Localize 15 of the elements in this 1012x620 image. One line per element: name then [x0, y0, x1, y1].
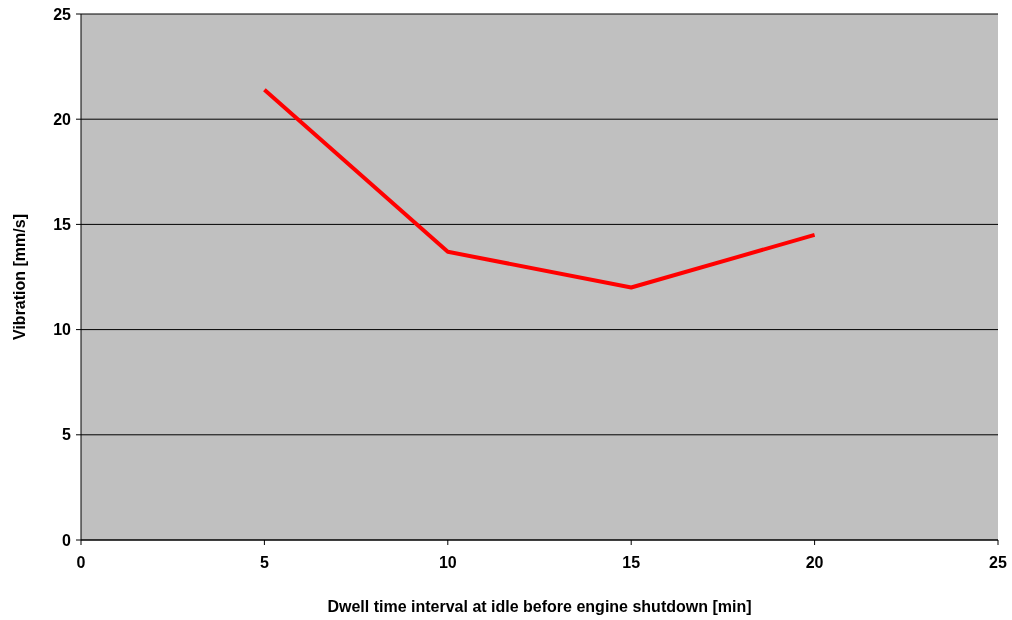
x-tick-label: 0	[76, 554, 86, 571]
x-tick-label: 15	[622, 554, 641, 571]
y-axis-title: Vibration [mm/s]	[11, 214, 28, 340]
y-tick-label: 25	[53, 5, 72, 23]
y-tick-label: 0	[62, 531, 72, 549]
y-tick-label: 5	[62, 426, 72, 444]
line-series	[262, 87, 817, 290]
x-tick-label: 5	[259, 554, 269, 571]
x-tick-label: 25	[989, 554, 1007, 571]
y-tick-label: 10	[53, 321, 72, 339]
x-axis-title: Dwell time interval at idle before engine shutdown [min]	[327, 598, 752, 615]
x-tick-label: 10	[438, 554, 457, 571]
y-tick-label: 20	[53, 110, 72, 128]
y-tick-label: 15	[53, 216, 72, 233]
x-tick-label: 20	[805, 554, 824, 571]
